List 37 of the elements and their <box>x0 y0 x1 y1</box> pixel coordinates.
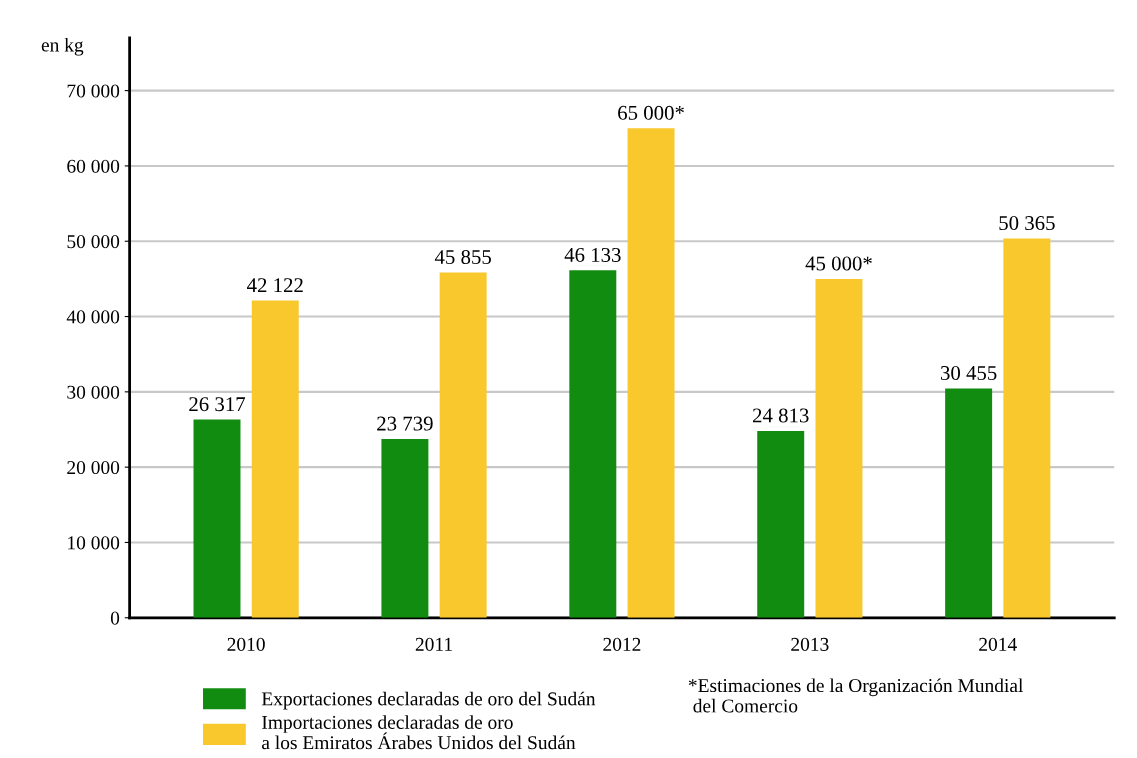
x-tick-label: 2011 <box>415 637 452 651</box>
y-tick-label: 30 000 <box>67 385 120 399</box>
bar <box>251 300 299 618</box>
legend-label: Importaciones declaradas de oro a los Emiratos Árabes Unidos del Sudán <box>262 715 576 750</box>
data-label: 30 455 <box>940 365 997 381</box>
bar <box>193 419 241 618</box>
y-tick-label: 10 000 <box>68 536 120 550</box>
legend-label: Exportaciones declaradas de oro del Sudán <box>261 691 596 710</box>
y-tick-label: 40 000 <box>66 310 120 324</box>
x-tick-label: 2012 <box>603 637 641 651</box>
bar <box>757 430 805 618</box>
y-tick-label: 20 000 <box>67 460 120 475</box>
x-tick-label: 2014 <box>979 637 1017 651</box>
x-tick-label: 2013 <box>791 637 829 651</box>
data-label: 45 855 <box>434 249 491 265</box>
text: *Estimaciones de la Organización Mundial del Comercio <box>688 678 1024 713</box>
bar <box>439 272 487 618</box>
y-tick-label: 0 <box>110 611 120 625</box>
bar <box>627 128 675 618</box>
y-axis-title: en kg <box>41 37 84 56</box>
data-label: 23 739 <box>377 416 433 431</box>
bar <box>945 388 993 618</box>
data-label: 50 365 <box>999 216 1055 231</box>
y-tick-label: 50 000 <box>67 235 120 249</box>
data-label: 26 317 <box>189 397 246 412</box>
bar <box>569 270 617 618</box>
bar <box>381 439 429 618</box>
data-label: 24 813 <box>752 408 809 423</box>
bar <box>815 278 863 618</box>
data-label: 65 000* <box>618 105 684 120</box>
y-tick-label: 70 000 <box>67 84 120 98</box>
data-label: 45 000* <box>805 256 872 271</box>
x-tick-label: 2010 <box>227 637 265 651</box>
data-label: 46 133 <box>564 247 621 262</box>
y-tick-label: 60 000 <box>67 159 120 173</box>
bar <box>1003 238 1051 618</box>
data-label: 42 122 <box>247 278 303 292</box>
